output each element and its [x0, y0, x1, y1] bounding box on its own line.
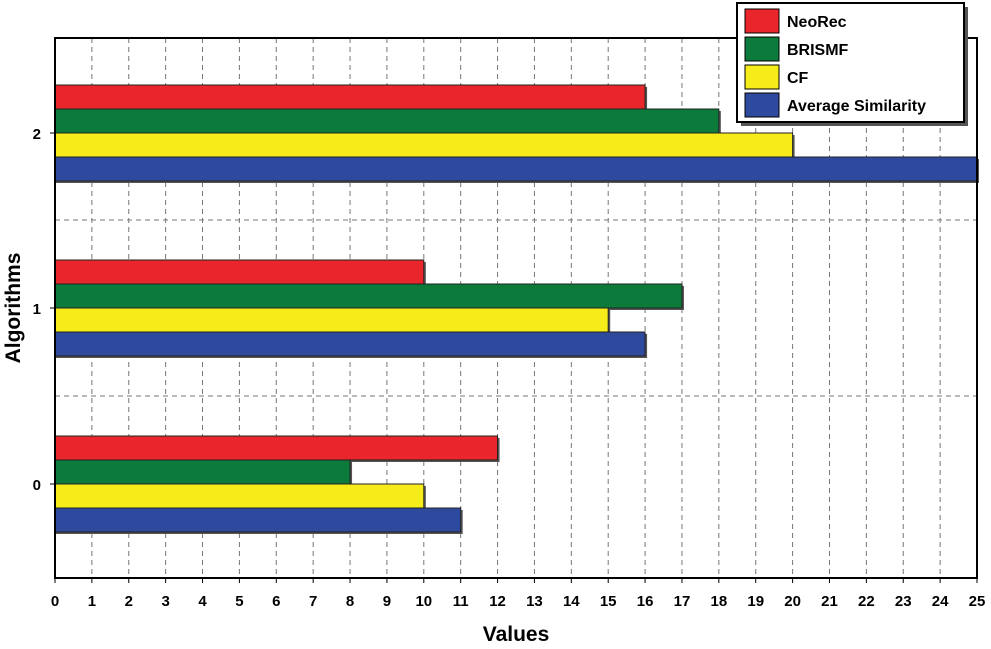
x-tick-label: 22 — [858, 593, 875, 610]
bar-average-similarity-1 — [54, 331, 646, 357]
legend-swatch — [744, 8, 780, 34]
x-tick-label: 25 — [969, 593, 986, 610]
x-tick-label: 0 — [51, 593, 59, 610]
bar-neorec-0 — [54, 435, 499, 461]
x-tick-label: 10 — [415, 593, 432, 610]
x-tick-label: 7 — [309, 593, 317, 610]
bars — [54, 84, 979, 534]
x-tick-label: 1 — [88, 593, 96, 610]
bar-average-similarity-0 — [54, 507, 462, 533]
bar-brismf-1 — [54, 283, 683, 309]
x-tick-label: 9 — [383, 593, 391, 610]
legend: NeoRec BRISMF CF Average Similarity — [736, 2, 968, 126]
x-tick-label: 24 — [932, 593, 949, 610]
x-axis-title: Values — [483, 623, 550, 646]
x-tick-label: 12 — [489, 593, 506, 610]
legend-swatch — [744, 92, 780, 118]
bar-cf-1 — [54, 307, 609, 333]
bar-brismf-0 — [54, 459, 351, 485]
x-axis: 0 1 2 3 4 5 6 7 8 9 10 11 12 13 14 15 16 17 18 19 20 21 22 23 24… — [51, 578, 986, 610]
x-tick-label: 18 — [710, 593, 727, 610]
bar-cf-2 — [54, 132, 794, 158]
x-tick-label: 20 — [784, 593, 801, 610]
y-tick-label: 2 — [33, 126, 41, 143]
x-tick-label: 17 — [674, 593, 691, 610]
x-tick-label: 23 — [895, 593, 912, 610]
x-tick-label: 19 — [747, 593, 764, 610]
legend-swatch — [744, 36, 780, 62]
x-tick-label: 13 — [526, 593, 543, 610]
x-tick-label: 6 — [272, 593, 280, 610]
x-tick-label: 14 — [563, 593, 580, 610]
x-tick-label: 3 — [161, 593, 169, 610]
legend-label: NeoRec — [787, 14, 847, 31]
bar-cf-0 — [54, 483, 425, 509]
bar-average-similarity-2 — [54, 156, 978, 182]
x-tick-label: 8 — [346, 593, 354, 610]
y-axis-title: Algorithms — [2, 253, 25, 364]
x-tick-label: 15 — [600, 593, 617, 610]
legend-label: BRISMF — [787, 42, 849, 59]
bar-neorec-2 — [54, 84, 646, 110]
x-tick-label: 5 — [235, 593, 243, 610]
x-tick-label: 21 — [821, 593, 838, 610]
legend-label: CF — [787, 70, 809, 87]
y-tick-label: 1 — [33, 301, 41, 318]
y-axis: 0 1 2 — [33, 126, 55, 494]
bar-neorec-1 — [54, 259, 425, 285]
x-tick-label: 4 — [198, 593, 207, 610]
bar-brismf-2 — [54, 108, 720, 134]
x-tick-label: 11 — [453, 593, 469, 610]
legend-label: Average Similarity — [787, 98, 926, 115]
y-tick-label: 0 — [33, 477, 41, 494]
x-tick-label: 2 — [125, 593, 133, 610]
x-tick-label: 16 — [637, 593, 654, 610]
legend-swatch — [744, 64, 780, 90]
